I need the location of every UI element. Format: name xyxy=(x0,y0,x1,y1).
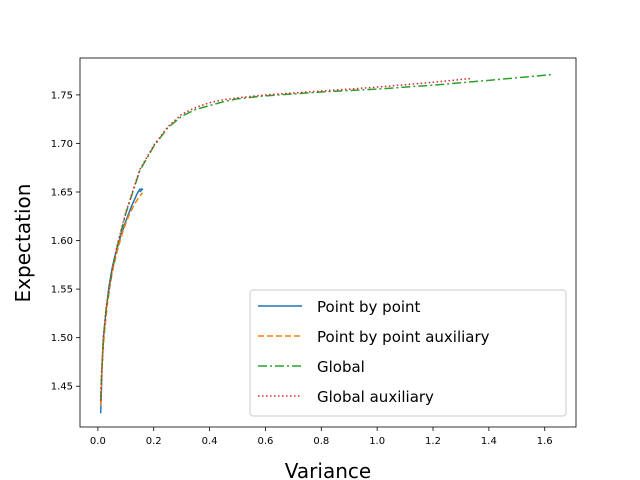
x-tick-label: 1.0 xyxy=(369,436,385,447)
series-line-3 xyxy=(99,77,473,401)
x-tick-label: 0.2 xyxy=(146,436,162,447)
y-tick-label: 1.55 xyxy=(51,285,73,296)
x-tick-label: 0.6 xyxy=(257,436,273,447)
plot-frame xyxy=(79,57,577,428)
legend-label: Point by point xyxy=(317,298,421,316)
x-tick-label: 1.4 xyxy=(481,436,497,447)
plot-lines xyxy=(99,73,554,414)
y-tick-label: 1.50 xyxy=(51,333,73,344)
y-tick-label: 1.45 xyxy=(51,382,73,393)
y-tick-label: 1.65 xyxy=(51,188,73,199)
y-tick-label: 1.70 xyxy=(51,139,73,150)
x-tick-label: 0.8 xyxy=(313,436,329,447)
y-axis: 1.45 1.50 1.55 1.60 1.65 1.70 1.75 xyxy=(51,90,80,393)
legend-label: Point by point auxiliary xyxy=(317,328,490,346)
legend-box xyxy=(249,289,567,417)
x-axis: 0.0 0.2 0.4 0.6 0.8 1.0 1.2 1.4 1.6 xyxy=(90,427,553,447)
y-tick-label: 1.60 xyxy=(51,236,73,247)
x-tick-label: 1.6 xyxy=(537,436,553,447)
legend: Point by point Point by point auxiliary Gl… xyxy=(249,289,567,417)
x-tick-label: 0.4 xyxy=(202,436,218,447)
x-tick-label: 1.2 xyxy=(425,436,441,447)
series-line-1 xyxy=(99,192,144,406)
y-tick-label: 1.75 xyxy=(51,90,73,101)
legend-label: Global xyxy=(317,358,365,376)
legend-label: Global auxiliary xyxy=(317,388,434,406)
x-axis-title: Variance xyxy=(285,459,371,480)
x-tick-label: 0.0 xyxy=(90,436,106,447)
y-axis-title: Expectation xyxy=(11,184,35,303)
